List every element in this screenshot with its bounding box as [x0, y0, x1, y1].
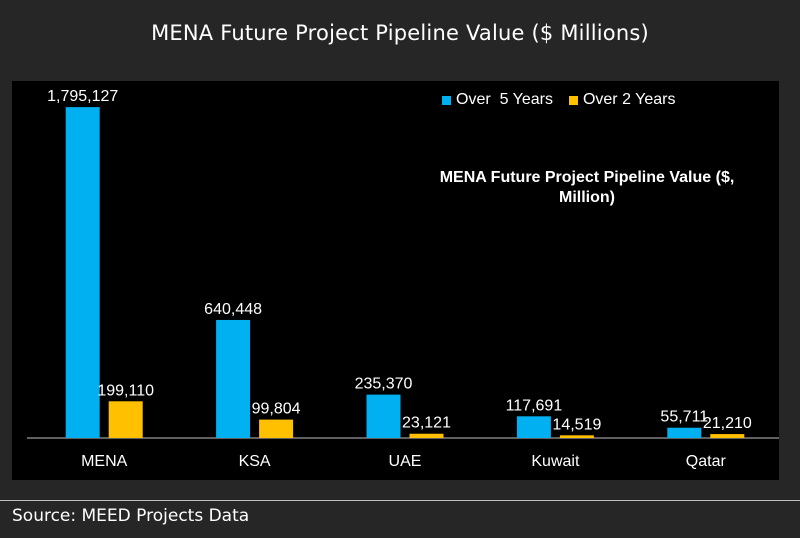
- data-label-qatar-series-0: 55,711: [660, 409, 708, 426]
- chart-legend: Over 5 Years Over 2 Years: [442, 91, 675, 109]
- data-label-uae-series-1: 23,121: [402, 415, 451, 432]
- legend-item-over-2-years: Over 2 Years: [568, 91, 676, 109]
- data-label-mena-series-0: 1,795,127: [47, 88, 118, 105]
- data-label-ksa-series-0: 640,448: [204, 301, 262, 318]
- x-tick-label-mena: MENA: [81, 453, 128, 470]
- bar-qatar-series-1: [710, 434, 745, 438]
- data-label-ksa-series-1: 99,804: [252, 401, 301, 418]
- data-label-kuwait-series-0: 117,691: [506, 397, 563, 414]
- chart-inner-title: MENA Future Project Pipeline Value ($, M…: [439, 169, 735, 206]
- data-label-qatar-series-1: 21,210: [703, 415, 752, 432]
- data-label-kuwait-series-1: 14,519: [552, 416, 601, 433]
- legend-swatch-over-5-years: [442, 95, 451, 105]
- page-title: MENA Future Project Pipeline Value ($ Mi…: [151, 21, 649, 45]
- data-label-mena-series-1: 199,110: [97, 382, 154, 399]
- legend-item-over-5-years: Over 5 Years: [442, 91, 553, 109]
- bar-kuwait-series-1: [559, 435, 594, 438]
- x-tick-label-kuwait: Kuwait: [531, 453, 580, 470]
- data-label-uae-series-0: 235,370: [355, 376, 413, 393]
- x-tick-label-uae: UAE: [389, 453, 422, 470]
- legend-label-over-2-years: Over 2 Years: [582, 91, 676, 108]
- bar-uae-series-0: [366, 394, 401, 438]
- bar-mena-series-1: [108, 401, 143, 438]
- chart-header: MENA Future Project Pipeline Value ($ Mi…: [0, 0, 800, 66]
- legend-swatch-over-2-years: [568, 95, 578, 105]
- legend-label-over-5-years: Over 5 Years: [456, 91, 553, 108]
- bar-ksa-series-1: [259, 419, 294, 438]
- bar-kuwait-series-0: [516, 416, 551, 438]
- bar-qatar-series-0: [667, 427, 702, 438]
- footer-divider: [0, 500, 800, 501]
- chart-panel: 1,795,127 199,110 MENA 640,448 99,804 KSA 235,…: [12, 81, 779, 480]
- x-tick-label-ksa: KSA: [239, 453, 271, 470]
- bar-mena-series-0: [65, 107, 100, 438]
- bar-uae-series-1: [409, 433, 444, 438]
- x-tick-label-qatar: Qatar: [686, 453, 727, 470]
- source-note: Source: MEED Projects Data: [12, 506, 250, 526]
- bar-chart: 1,795,127 199,110 MENA 640,448 99,804 KSA 235,…: [27, 88, 779, 470]
- bar-ksa-series-0: [216, 319, 251, 438]
